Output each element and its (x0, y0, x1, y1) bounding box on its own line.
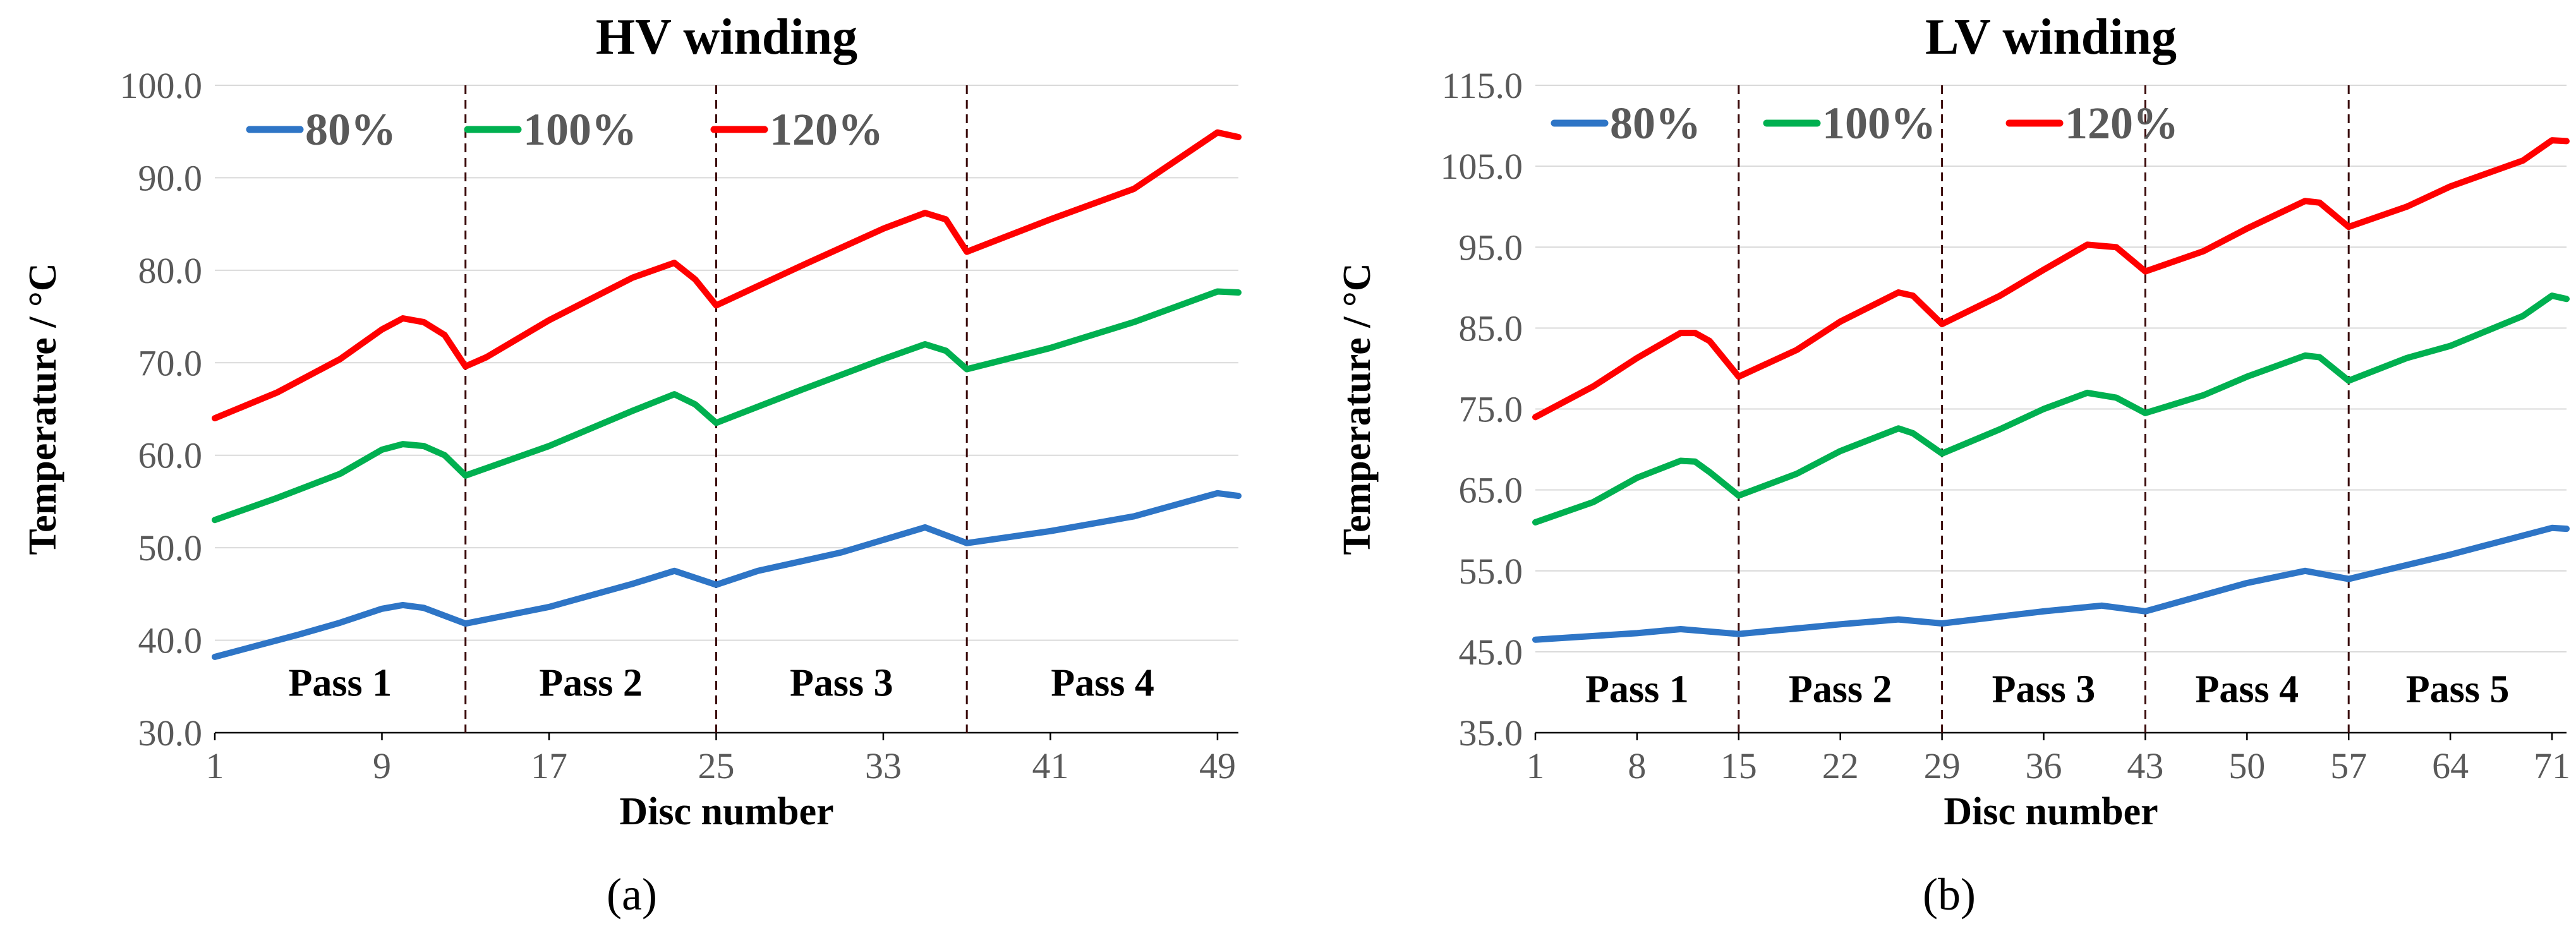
x-tick-label: 1 (1527, 745, 1545, 786)
chart-title: HV winding (596, 9, 857, 65)
pass-label: Pass 4 (1051, 661, 1154, 704)
y-tick-label: 30.0 (138, 713, 203, 754)
y-tick-label: 60.0 (138, 435, 203, 476)
x-tick-label: 25 (698, 745, 734, 786)
y-tick-label: 90.0 (138, 157, 203, 198)
y-tick-label: 50.0 (138, 527, 203, 568)
x-tick-label: 50 (2228, 745, 2265, 786)
pass-label: Pass 3 (1992, 668, 2096, 711)
y-axis-label: Temperature / °C (1336, 263, 1379, 555)
x-tick-label: 71 (2534, 745, 2570, 786)
x-tick-label: 64 (2432, 745, 2469, 786)
pass-label: Pass 1 (1585, 668, 1689, 711)
x-tick-label: 8 (1628, 745, 1646, 786)
legend-label: 80% (305, 104, 396, 155)
x-tick-label: 57 (2330, 745, 2367, 786)
x-tick-label: 49 (1199, 745, 1236, 786)
x-tick-label: 15 (1720, 745, 1757, 786)
x-tick-label: 29 (1924, 745, 1961, 786)
y-tick-label: 35.0 (1459, 713, 1523, 754)
y-tick-label: 40.0 (138, 620, 203, 661)
plot-area-a (215, 85, 1238, 733)
legend-label: 120% (770, 104, 883, 155)
y-tick-label: 45.0 (1459, 632, 1523, 673)
y-axis-label: Temperature / °C (21, 263, 64, 555)
pass-label: Pass 2 (539, 661, 643, 704)
x-tick-label: 41 (1032, 745, 1068, 786)
y-tick-label: 95.0 (1459, 227, 1523, 268)
y-tick-label: 105.0 (1441, 146, 1523, 187)
pass-label: Pass 5 (2406, 668, 2510, 711)
series-line-120pct (1532, 137, 2570, 421)
series-line-100pct (1532, 292, 2570, 526)
y-tick-label: 115.0 (1442, 65, 1523, 106)
series-line-120pct (212, 129, 1242, 422)
x-tick-label: 9 (373, 745, 391, 786)
pass-label: Pass 1 (289, 661, 392, 704)
y-tick-label: 100.0 (120, 65, 203, 106)
series-line-100pct (212, 288, 1242, 524)
y-tick-label: 80.0 (138, 250, 203, 291)
series-line-80pct (1532, 524, 2570, 643)
pass-label: Pass 2 (1789, 668, 1892, 711)
y-tick-label: 85.0 (1459, 308, 1523, 349)
x-tick-label: 33 (865, 745, 902, 786)
pass-label: Pass 3 (790, 661, 893, 704)
y-tick-label: 65.0 (1459, 470, 1523, 511)
pass-label: Pass 4 (2195, 668, 2299, 711)
y-tick-label: 70.0 (138, 342, 203, 383)
y-tick-label: 75.0 (1459, 389, 1523, 430)
legend-label: 100% (523, 104, 637, 155)
x-axis-label: Disc number (619, 790, 833, 833)
x-tick-label: 22 (1822, 745, 1859, 786)
x-tick-label: 1 (206, 745, 224, 786)
legend-label: 120% (2065, 98, 2179, 148)
chart-title: LV winding (1925, 9, 2177, 65)
y-tick-label: 55.0 (1459, 551, 1523, 592)
series-line-80pct (212, 490, 1242, 660)
legend-label: 80% (1610, 98, 1701, 148)
x-tick-label: 36 (2026, 745, 2062, 786)
panel-caption: (b) (1923, 869, 1976, 920)
panel-caption: (a) (607, 869, 657, 920)
x-tick-label: 43 (2127, 745, 2163, 786)
legend-label: 100% (1822, 98, 1936, 148)
x-axis-label: Disc number (1944, 790, 2158, 833)
x-tick-label: 17 (531, 745, 567, 786)
